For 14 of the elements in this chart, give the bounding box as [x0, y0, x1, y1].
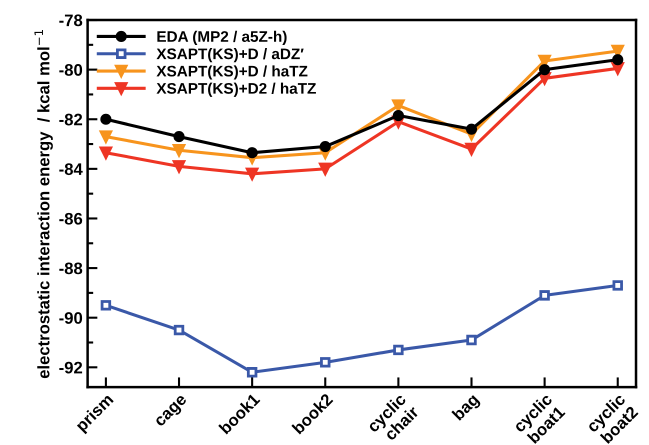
y-tick-label: -88	[59, 262, 82, 274]
legend-label: XSAPT(KS)+D / haTZ	[156, 65, 308, 80]
y-tick-label: -86	[59, 212, 82, 225]
y-tick-label: -80	[59, 64, 82, 76]
y-tick-label: -84	[59, 163, 83, 176]
y-tick-label: -82	[59, 114, 82, 126]
x-tick-label: bag	[451, 392, 482, 424]
legend-label: XSAPT(KS)+D / aDZ′	[156, 48, 304, 62]
y-tick-label: -92	[59, 362, 82, 374]
y-axis-title: electrostatic interaction energy / kcal mol$^{−1}$	[34, 30, 53, 378]
legend-label: XSAPT(KS)+D2 / haTZ	[156, 82, 316, 97]
y-tick-label: -90	[59, 312, 82, 324]
y-tick-label: -78	[59, 14, 82, 26]
legend-label: EDA (MP2 / a5Z-h)	[157, 30, 287, 45]
